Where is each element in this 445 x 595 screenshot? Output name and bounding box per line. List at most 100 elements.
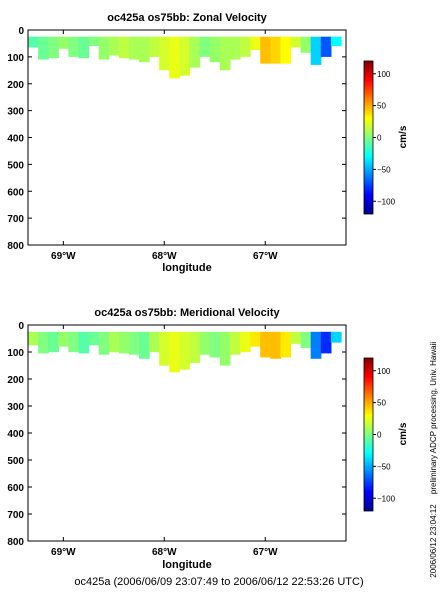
data-cell — [58, 36, 69, 49]
data-cell — [280, 331, 292, 358]
data-cell — [159, 36, 170, 71]
x-tick-label: 67°W — [253, 547, 278, 558]
data-cell — [98, 36, 110, 60]
x-axis-label: longitude — [162, 559, 212, 571]
y-tick-label: 200 — [7, 375, 24, 386]
data-cell — [219, 331, 231, 366]
y-tick-label: 700 — [7, 214, 24, 225]
y-tick-label: 0 — [18, 321, 24, 332]
data-cell — [98, 331, 110, 355]
data-layer — [28, 36, 342, 79]
data-cell — [250, 331, 261, 347]
y-tick-label: 700 — [7, 510, 24, 521]
data-cell — [88, 36, 100, 47]
data-cell — [320, 36, 332, 57]
data-cell — [159, 331, 170, 366]
colorbar-scale — [363, 60, 374, 215]
data-cell — [199, 36, 211, 57]
y-tick-label: 100 — [7, 53, 24, 64]
colorbar: 100 50 0 −50 −100 cm/s — [363, 357, 409, 512]
colorbar-tick-label: 100 — [377, 70, 391, 79]
data-cell — [78, 36, 90, 59]
y-tick-label: 500 — [7, 160, 24, 171]
colorbar: 100 50 0 −50 −100 cm/s — [363, 60, 409, 215]
y-tick-label: 800 — [7, 241, 24, 252]
y-axis: 0 100 200 300 400 500 600 700 800 — [7, 26, 346, 252]
y-axis: 0 100 200 300 400 500 600 700 800 — [7, 321, 346, 548]
y-tick-label: 400 — [7, 134, 24, 145]
x-axis-label: longitude — [162, 262, 212, 274]
x-tick-label: 69°W — [51, 251, 76, 262]
colorbar-tick-label: −50 — [377, 165, 391, 174]
x-axis: 69°W 68°W 67°W — [51, 325, 278, 558]
data-cell — [290, 36, 302, 48]
data-cell — [179, 36, 191, 76]
data-cell — [68, 36, 80, 57]
data-cell — [78, 331, 90, 354]
data-cell — [58, 331, 69, 347]
data-cell — [48, 331, 59, 353]
y-tick-label: 600 — [7, 187, 24, 198]
colorbar-tick-label: 100 — [377, 367, 391, 376]
data-cell — [149, 331, 160, 353]
data-cell — [169, 36, 180, 79]
x-tick-label: 68°W — [152, 547, 177, 558]
data-cell — [129, 36, 140, 60]
x-tick-label: 68°W — [152, 251, 177, 262]
data-cell — [28, 331, 39, 346]
y-tick-label: 600 — [7, 483, 24, 494]
y-tick-label: 100 — [7, 348, 24, 359]
data-cell — [260, 331, 271, 358]
data-cell — [240, 331, 251, 353]
data-cell — [290, 331, 302, 344]
colorbar-ticks: 100 50 0 −50 −100 — [373, 70, 396, 206]
y-tick-label: 300 — [7, 107, 24, 118]
colorbar-label: cm/s — [398, 422, 409, 445]
data-cell — [28, 36, 39, 48]
data-cell — [169, 331, 180, 373]
y-tick-label: 300 — [7, 402, 24, 413]
data-cell — [189, 36, 201, 68]
data-cell — [209, 36, 221, 63]
y-tick-label: 0 — [18, 26, 24, 37]
data-layer — [28, 331, 342, 373]
colorbar-tick-label: −50 — [377, 462, 391, 471]
data-cell — [139, 36, 150, 63]
colorbar-scale — [363, 357, 374, 512]
data-cell — [240, 36, 251, 57]
data-cell — [270, 36, 281, 64]
x-tick-label: 67°W — [253, 251, 278, 262]
data-cell — [38, 331, 49, 354]
data-cell — [270, 331, 281, 359]
time-range-footer: oc425a (2006/06/09 23:07:49 to 2006/06/1… — [74, 576, 363, 588]
colorbar-tick-label: 0 — [377, 431, 382, 440]
chart-title-meridional: oc425a os75bb: Meridional Velocity — [94, 307, 280, 319]
data-cell — [108, 36, 120, 56]
data-cell — [229, 36, 241, 60]
data-cell — [320, 331, 332, 354]
data-cell — [330, 36, 342, 47]
data-cell — [38, 36, 49, 60]
colorbar-tick-label: −100 — [377, 197, 396, 206]
x-axis: 69°W 68°W 67°W — [51, 30, 278, 262]
colorbar-tick-label: 50 — [377, 102, 386, 111]
data-cell — [280, 36, 292, 64]
colorbar-label: cm/s — [398, 125, 409, 148]
y-tick-label: 500 — [7, 456, 24, 467]
data-cell — [48, 36, 59, 59]
data-cell — [229, 331, 241, 355]
plot-timestamp: 2006/06/12 23:04:12 — [429, 504, 438, 578]
colorbar-tick-label: 0 — [377, 134, 382, 143]
data-cell — [179, 331, 191, 370]
data-cell — [219, 36, 231, 71]
data-cell — [330, 331, 342, 343]
y-tick-label: 800 — [7, 537, 24, 548]
data-cell — [199, 331, 211, 355]
colorbar-ticks: 100 50 0 −50 −100 — [373, 367, 396, 503]
data-cell — [68, 331, 80, 353]
y-tick-label: 200 — [7, 80, 24, 91]
x-tick-label: 69°W — [51, 547, 76, 558]
